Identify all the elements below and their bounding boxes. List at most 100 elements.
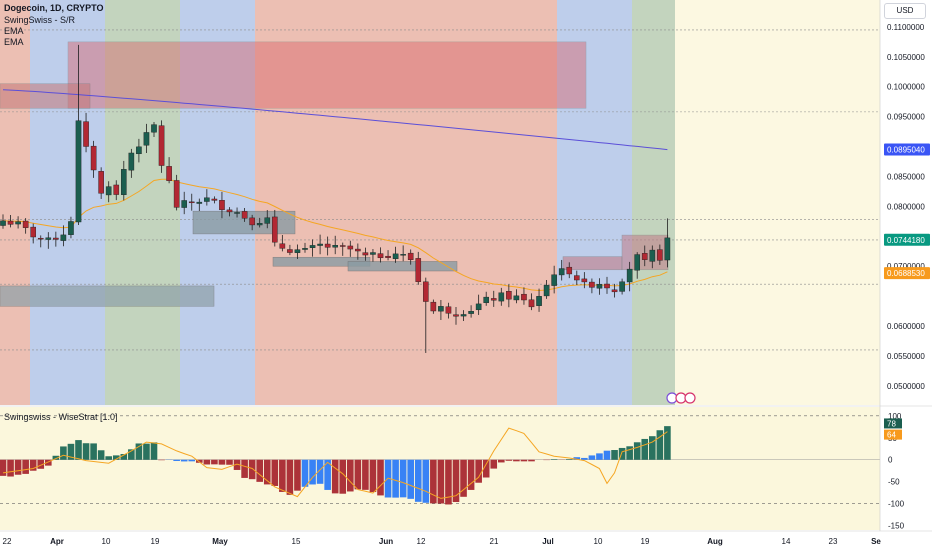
- osc-badge-1: 64: [887, 431, 896, 440]
- candle-body-49: [370, 253, 375, 255]
- time-tick-14: 23: [829, 537, 838, 546]
- osc-bar-19: [143, 444, 150, 460]
- osc-bar-57: [430, 460, 437, 504]
- price-badge-1: 0.0744180: [887, 236, 925, 245]
- candle-body-47: [355, 249, 360, 251]
- osc-bar-14: [105, 456, 112, 459]
- candle-body-43: [325, 244, 330, 247]
- candle-body-12: [91, 146, 96, 170]
- candle-body-58: [438, 306, 443, 311]
- candle-body-29: [219, 200, 224, 210]
- candle-body-52: [393, 254, 398, 259]
- candle-body-25: [189, 202, 194, 203]
- candle-body-37: [280, 244, 285, 249]
- osc-badge-0: 78: [887, 419, 896, 428]
- candle-body-69: [521, 294, 526, 300]
- price-tick-3: 0.0950000: [887, 113, 925, 122]
- time-tick-9: Jul: [542, 537, 554, 546]
- event-marker-2: [685, 393, 695, 403]
- osc-bar-30: [226, 460, 233, 465]
- price-badge-2: 0.0688530: [887, 269, 925, 278]
- osc-bar-84: [634, 442, 641, 459]
- candle-body-68: [514, 296, 519, 300]
- candle-body-8: [61, 235, 66, 241]
- osc-bar-49: [370, 460, 377, 492]
- indicator-label-ema-2[interactable]: EMA: [4, 37, 24, 47]
- osc-bar-50: [377, 460, 384, 496]
- osc-bar-46: [347, 460, 354, 492]
- session-zone-7: [675, 0, 880, 405]
- candle-body-11: [83, 122, 88, 147]
- candle-body-82: [620, 282, 625, 292]
- osc-bar-0: [0, 460, 6, 476]
- osc-bar-11: [83, 443, 90, 459]
- osc-bar-75: [566, 459, 573, 460]
- session-zone-6: [632, 0, 675, 405]
- candle-body-34: [257, 223, 262, 225]
- osc-bar-83: [626, 446, 633, 459]
- indicator-label-ema-1[interactable]: EMA: [4, 26, 24, 36]
- symbol-title[interactable]: Dogecoin, 1D, CRYPTO: [4, 3, 104, 13]
- osc-bar-38: [287, 460, 294, 495]
- zone-box-2: [0, 286, 214, 306]
- zone-box-1: [0, 84, 90, 109]
- price-tick-7: 0.0600000: [887, 322, 925, 331]
- candle-body-86: [650, 250, 655, 261]
- zone-box-0: [68, 42, 586, 108]
- candle-body-70: [529, 300, 534, 307]
- osc-bar-40: [302, 460, 309, 487]
- candle-body-20: [151, 125, 156, 133]
- candle-body-21: [159, 126, 164, 166]
- osc-bar-80: [604, 451, 611, 460]
- candle-body-39: [295, 250, 300, 253]
- candle-body-22: [167, 166, 172, 180]
- price-badge-0: 0.0895040: [887, 146, 925, 155]
- candle-body-44: [333, 245, 338, 247]
- osc-tick-3: -50: [888, 478, 900, 487]
- candle-body-67: [506, 291, 511, 299]
- candle-body-1: [8, 221, 13, 224]
- indicator-label-sr[interactable]: SwingSwiss - S/R: [4, 15, 75, 25]
- osc-tick-4: -100: [888, 500, 905, 509]
- candle-body-66: [499, 293, 504, 301]
- candle-body-73: [552, 275, 557, 286]
- candle-body-63: [476, 304, 481, 310]
- time-tick-5: 15: [292, 537, 301, 546]
- candle-body-59: [446, 307, 451, 314]
- candle-body-24: [182, 200, 187, 207]
- osc-bar-8: [60, 446, 67, 459]
- candle-body-80: [604, 284, 609, 288]
- candle-body-45: [340, 246, 345, 247]
- oscillator-title[interactable]: Swingswiss - WiseStrat [1.0]: [4, 412, 118, 422]
- candle-body-83: [627, 269, 632, 282]
- time-tick-13: 14: [782, 537, 791, 546]
- price-tick-4: 0.0850000: [887, 172, 925, 181]
- osc-bar-20: [151, 442, 158, 459]
- osc-bar-18: [136, 443, 143, 459]
- candle-body-9: [68, 221, 73, 234]
- osc-bar-56: [423, 460, 430, 503]
- osc-bar-79: [596, 453, 603, 459]
- candle-body-31: [234, 212, 239, 213]
- candle-body-6: [46, 238, 51, 240]
- time-tick-4: May: [212, 537, 228, 546]
- candle-body-28: [212, 199, 217, 200]
- price-tick-1: 0.1050000: [887, 53, 925, 62]
- osc-bar-27: [204, 460, 211, 465]
- time-tick-3: 19: [151, 537, 160, 546]
- time-tick-1: Apr: [50, 537, 64, 546]
- osc-bar-86: [649, 436, 656, 460]
- candle-body-60: [453, 315, 458, 317]
- candle-body-71: [536, 296, 541, 305]
- candle-body-18: [136, 147, 141, 154]
- candle-body-65: [491, 298, 496, 300]
- candle-body-15: [114, 185, 119, 195]
- osc-bar-55: [415, 460, 422, 502]
- candle-body-5: [38, 238, 43, 239]
- candle-body-77: [582, 279, 587, 282]
- candle-body-64: [484, 297, 489, 303]
- currency-button[interactable]: USD: [884, 3, 926, 19]
- osc-bar-68: [513, 460, 520, 462]
- candle-body-75: [567, 267, 572, 274]
